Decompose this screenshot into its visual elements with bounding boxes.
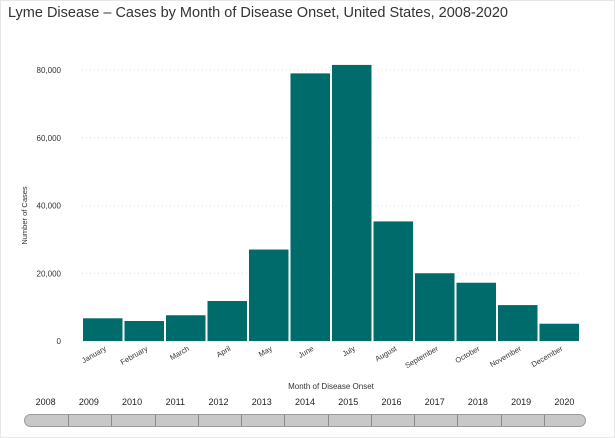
slider-tick bbox=[414, 415, 416, 426]
bar-august bbox=[373, 221, 413, 341]
year-slider-track[interactable] bbox=[24, 414, 586, 427]
year-label-2008[interactable]: 2008 bbox=[35, 397, 56, 407]
x-tick-label: November bbox=[488, 344, 523, 369]
y-tick-label: 40,000 bbox=[37, 202, 62, 211]
bar-october bbox=[456, 282, 496, 341]
chart-title: Lyme Disease – Cases by Month of Disease… bbox=[8, 5, 508, 21]
y-tick-label: 80,000 bbox=[37, 66, 62, 75]
year-label-2016[interactable]: 2016 bbox=[381, 397, 402, 407]
slider-tick bbox=[284, 415, 286, 426]
year-label-2020[interactable]: 2020 bbox=[554, 397, 575, 407]
bar-chart: 0 20,000 40,000 60,000 80,000 January February… bbox=[20, 64, 580, 391]
slider-tick bbox=[370, 415, 372, 426]
x-tick-label: January bbox=[80, 344, 108, 365]
bar-march bbox=[166, 315, 206, 341]
bar-may bbox=[249, 249, 289, 341]
x-tick-label: October bbox=[454, 344, 482, 365]
y-tick-label: 20,000 bbox=[37, 269, 62, 278]
x-tick-label: March bbox=[168, 344, 191, 362]
x-tick-label: February bbox=[119, 344, 150, 367]
bar-june bbox=[290, 73, 330, 341]
slider-tick bbox=[241, 415, 243, 426]
year-label-2015[interactable]: 2015 bbox=[338, 397, 359, 407]
year-labels: 2008 2009 2010 2011 2012 2013 2014 2015 2016 2017… bbox=[24, 397, 586, 413]
y-tick-label: 60,000 bbox=[37, 134, 62, 143]
x-tick-label: May bbox=[257, 344, 274, 359]
slider-tick bbox=[197, 415, 199, 426]
year-label-2010[interactable]: 2010 bbox=[122, 397, 143, 407]
x-tick-label: April bbox=[215, 344, 233, 359]
year-label-2018[interactable]: 2018 bbox=[467, 397, 488, 407]
bar-december bbox=[539, 323, 579, 341]
slider-tick bbox=[500, 415, 502, 426]
slider-tick bbox=[543, 415, 545, 426]
bar-november bbox=[498, 305, 538, 341]
bar-september bbox=[415, 273, 455, 341]
slider-tick bbox=[457, 415, 459, 426]
slider-tick bbox=[68, 415, 70, 426]
x-tick-label: August bbox=[374, 343, 400, 363]
year-label-2012[interactable]: 2012 bbox=[208, 397, 229, 407]
year-label-2011[interactable]: 2011 bbox=[165, 397, 185, 407]
x-tick-label: July bbox=[341, 344, 357, 359]
year-label-2014[interactable]: 2014 bbox=[294, 397, 316, 407]
year-label-2019[interactable]: 2019 bbox=[511, 397, 532, 407]
x-tick-label: June bbox=[297, 344, 316, 360]
bar-january bbox=[83, 318, 123, 341]
bar-april bbox=[207, 301, 247, 341]
x-axis-label: Month of Disease Onset bbox=[288, 382, 375, 391]
y-tick-label: 0 bbox=[57, 337, 62, 346]
year-label-2009[interactable]: 2009 bbox=[78, 397, 99, 407]
x-tick-label: September bbox=[403, 344, 440, 370]
year-slider[interactable]: 2008 2009 2010 2011 2012 2013 2014 2015 2016 2017… bbox=[24, 397, 586, 431]
year-label-2013[interactable]: 2013 bbox=[251, 397, 272, 407]
bar-july bbox=[332, 64, 372, 341]
y-axis-label: Number of Cases bbox=[20, 186, 29, 245]
slider-tick bbox=[327, 415, 329, 426]
bar-february bbox=[124, 321, 164, 341]
slider-tick bbox=[111, 415, 113, 426]
slider-tick bbox=[154, 415, 156, 426]
year-label-2017[interactable]: 2017 bbox=[424, 397, 445, 407]
x-tick-label: December bbox=[530, 344, 565, 369]
